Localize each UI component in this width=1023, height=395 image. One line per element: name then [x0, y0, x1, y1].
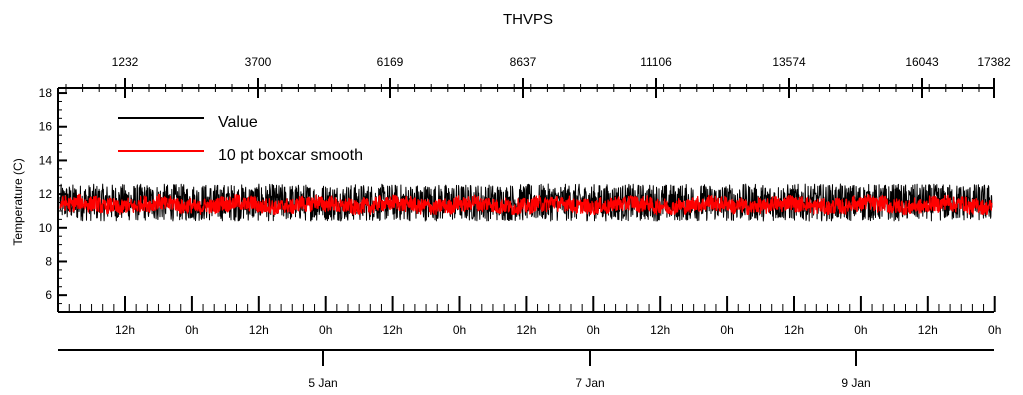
y-tick-label: 6: [45, 288, 52, 302]
y-tick-label: 18: [39, 86, 53, 100]
day-tick-label: 7 Jan: [575, 376, 604, 390]
chart-title: THVPS: [503, 11, 553, 28]
series-line-smooth: [59, 193, 993, 215]
y-axis-label: Temperature (C): [11, 158, 25, 245]
hour-tick-label: 12h: [383, 323, 403, 337]
top-tick-label: 8637: [510, 55, 537, 69]
y-tick-label: 16: [39, 120, 53, 134]
hour-tick-label: 12h: [918, 323, 938, 337]
hour-tick-label: 12h: [516, 323, 536, 337]
hour-tick-label: 0h: [720, 323, 733, 337]
axes: 6 8 10 12 14 16 18 1232 3700 6169 8637 11106 13574 16…: [39, 55, 1011, 390]
hour-tick-label: 0h: [988, 323, 1001, 337]
top-tick-label: 17382: [977, 55, 1011, 69]
y-tick-label: 14: [39, 153, 53, 167]
top-tick-label: 6169: [377, 55, 404, 69]
day-tick-label: 5 Jan: [308, 376, 337, 390]
top-tick-label: 13574: [772, 55, 806, 69]
y-tick-label: 8: [45, 254, 52, 268]
legend-label-smooth: 10 pt boxcar smooth: [218, 147, 363, 164]
hour-tick-label: 0h: [319, 323, 332, 337]
top-tick-label: 3700: [245, 55, 272, 69]
hour-tick-label: 0h: [453, 323, 466, 337]
legend-label-value: Value: [218, 114, 258, 131]
top-tick-label: 16043: [905, 55, 939, 69]
top-tick-label: 1232: [112, 55, 139, 69]
hour-tick-label: 0h: [854, 323, 867, 337]
top-tick-label: 11106: [640, 55, 672, 69]
hour-tick-label: 12h: [784, 323, 804, 337]
plot-area: [59, 183, 993, 222]
hour-tick-label: 0h: [185, 323, 198, 337]
hour-tick-label: 12h: [249, 323, 269, 337]
hour-tick-label: 12h: [650, 323, 670, 337]
hour-tick-label: 0h: [587, 323, 600, 337]
y-tick-label: 10: [39, 221, 53, 235]
y-tick-label: 12: [39, 187, 53, 201]
hour-tick-label: 12h: [115, 323, 135, 337]
day-tick-label: 9 Jan: [841, 376, 870, 390]
legend: Value 10 pt boxcar smooth: [118, 114, 363, 164]
